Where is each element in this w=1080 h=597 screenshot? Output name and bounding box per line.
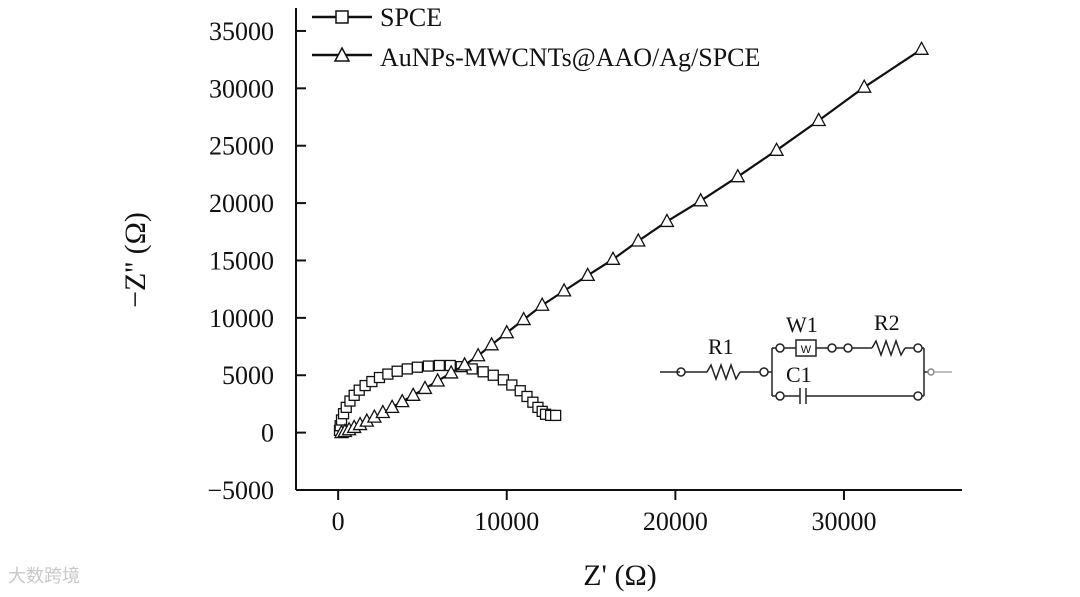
circuit-label-r2: R2 [874,310,900,335]
data-point-spce [391,365,403,377]
circuit-node [775,391,785,401]
circuit-node [827,343,837,353]
data-point-spce [514,385,526,397]
circuit-node [775,343,785,353]
y-tick-label: 15000 [209,246,274,275]
data-point-aunps [443,364,459,379]
legend: SPCE AuNPs-MWCNTs@AAO/Ag/SPCE [312,3,760,72]
y-tick-label: −5000 [207,476,274,505]
circuit-node [759,367,769,377]
data-point-aunps [693,192,709,207]
data-point-spce [382,368,394,380]
y-axis-label: −Z'' (Ω) [119,212,152,308]
data-point-aunps [430,372,446,387]
data-point-aunps [630,232,646,247]
x-tick-label: 0 [332,507,345,536]
legend-marker-square [335,10,349,24]
data-point-spce [521,390,533,403]
circuit-w-symbol: W [801,344,812,356]
data-point-spce [477,366,489,378]
y-tick-label: 35000 [209,17,274,46]
data-point-spce [433,359,445,372]
series-group [333,40,930,439]
circuit-label-c1: C1 [786,362,812,387]
data-point-aunps [417,380,433,395]
legend-label-aunps: AuNPs-MWCNTs@AAO/Ag/SPCE [380,43,760,72]
data-point-aunps [405,386,421,401]
data-point-aunps [394,393,410,408]
y-tick-label: 25000 [209,132,274,161]
data-point-aunps [856,78,872,93]
x-tick-label: 30000 [811,507,876,536]
legend-marker-triangle [333,46,351,62]
y-tick-label: 30000 [209,74,274,103]
circuit-label-r1: R1 [708,334,734,359]
x-tick-label: 10000 [474,507,539,536]
data-point-spce [487,369,499,381]
series-line-aunps [341,48,923,434]
y-tick-label: 0 [261,419,274,448]
resistor-r2 [871,338,906,358]
y-tick-label: 20000 [209,189,274,218]
circuit-label-w1: W1 [786,312,818,337]
data-point-aunps [556,282,572,297]
data-point-spce [422,360,435,372]
data-point-spce [550,409,562,422]
data-point-aunps [516,311,532,326]
data-point-aunps [730,168,746,183]
data-point-aunps [913,40,930,55]
data-point-aunps [470,347,486,362]
data-point-aunps [768,141,785,156]
equivalent-circuit [660,338,952,404]
data-point-aunps [659,213,675,228]
data-point-aunps [483,336,500,351]
circuit-node [913,391,923,401]
data-point-aunps [534,296,550,311]
resistor-r1 [706,362,741,382]
data-point-aunps [499,324,515,339]
x-tick-label: 20000 [643,507,708,536]
circuit-node [843,343,853,353]
circuit-node [913,343,923,353]
circuit-terminal [927,368,935,376]
data-point-spce [411,361,424,373]
y-tick-label: 5000 [222,361,274,390]
watermark: 大数跨境 [8,566,80,586]
ticks: −5000 0 5000 10000 15000 20000 25000 30000 35000… [207,17,876,536]
data-point-aunps [457,356,473,371]
data-point-spce [506,379,518,391]
data-point-aunps [605,250,621,265]
data-point-aunps [811,112,827,127]
data-point-spce [401,363,413,375]
legend-label-spce: SPCE [380,3,442,32]
y-tick-label: 10000 [209,304,274,333]
data-point-aunps [580,267,596,282]
x-axis-label: Z' (Ω) [583,559,657,592]
